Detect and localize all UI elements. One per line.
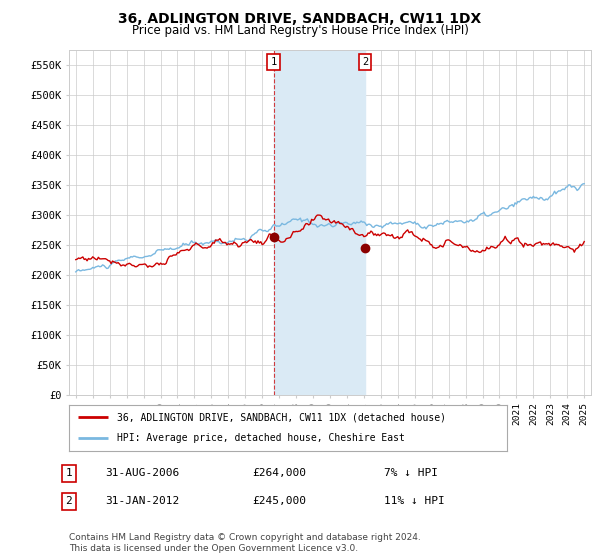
Text: 36, ADLINGTON DRIVE, SANDBACH, CW11 1DX: 36, ADLINGTON DRIVE, SANDBACH, CW11 1DX — [118, 12, 482, 26]
Text: HPI: Average price, detached house, Cheshire East: HPI: Average price, detached house, Ches… — [117, 433, 405, 444]
Text: £245,000: £245,000 — [252, 496, 306, 506]
Text: 2: 2 — [65, 496, 73, 506]
Text: £264,000: £264,000 — [252, 468, 306, 478]
Text: 7% ↓ HPI: 7% ↓ HPI — [384, 468, 438, 478]
Text: 36, ADLINGTON DRIVE, SANDBACH, CW11 1DX (detached house): 36, ADLINGTON DRIVE, SANDBACH, CW11 1DX … — [117, 412, 446, 422]
Text: 31-AUG-2006: 31-AUG-2006 — [105, 468, 179, 478]
Bar — [274, 50, 365, 395]
Text: 1: 1 — [65, 468, 73, 478]
Text: 1: 1 — [271, 57, 277, 67]
Text: 11% ↓ HPI: 11% ↓ HPI — [384, 496, 445, 506]
Text: 2: 2 — [362, 57, 368, 67]
Text: Price paid vs. HM Land Registry's House Price Index (HPI): Price paid vs. HM Land Registry's House … — [131, 24, 469, 36]
Text: Contains HM Land Registry data © Crown copyright and database right 2024.
This d: Contains HM Land Registry data © Crown c… — [69, 533, 421, 553]
Text: 31-JAN-2012: 31-JAN-2012 — [105, 496, 179, 506]
